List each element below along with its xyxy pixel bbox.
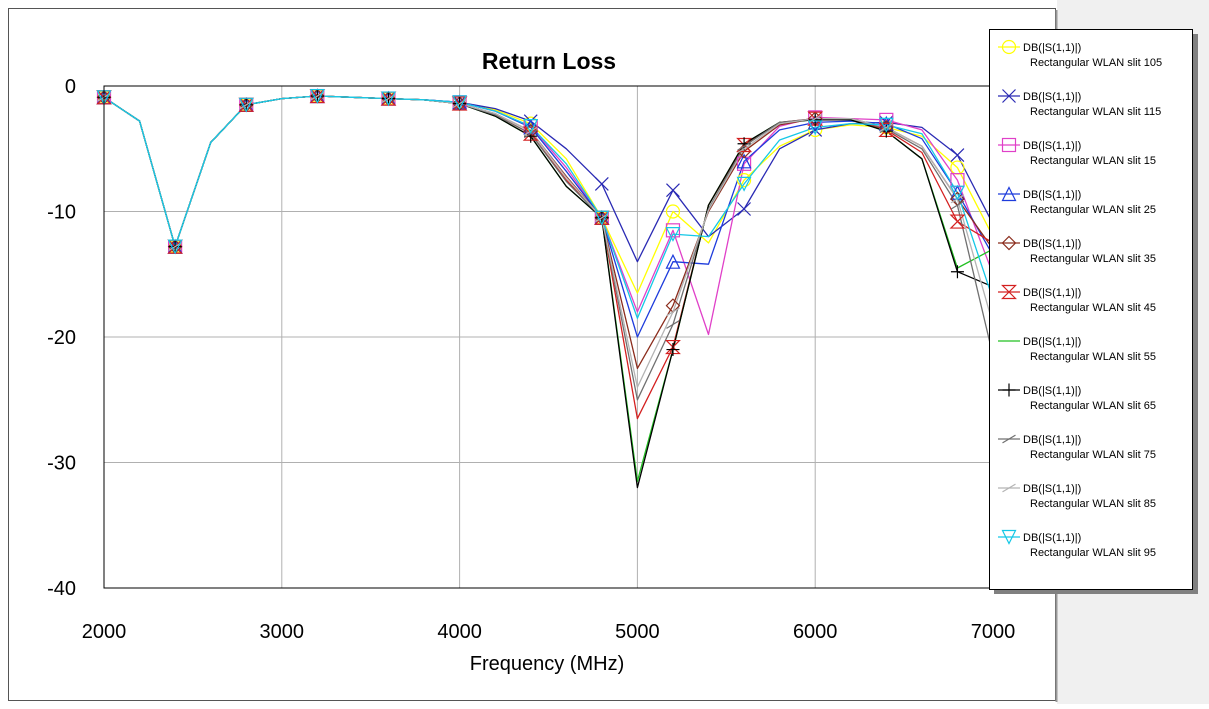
legend-entry-subname-0: Rectangular WLAN slit 105: [1030, 57, 1162, 69]
legend-swatch-marker-10: [1001, 529, 1017, 545]
legend-entry-name-5: DB(|S(1,1)|): [1023, 287, 1081, 299]
series-marker-10-7: [594, 210, 610, 226]
series-marker-1-7: [594, 176, 609, 191]
legend-entry-subname-2: Rectangular WLAN slit 15: [1030, 155, 1156, 167]
y-tick-label-2: -20: [47, 327, 76, 349]
legend-entry-subname-4: Rectangular WLAN slit 35: [1030, 253, 1156, 265]
series-marker-9-9: [737, 144, 751, 154]
legend-swatch-marker-2: [1001, 137, 1017, 153]
legend-entry-name-10: DB(|S(1,1)|): [1023, 532, 1081, 544]
series-marker-10-3: [309, 88, 325, 104]
legend-entry-subname-3: Rectangular WLAN slit 25: [1030, 204, 1156, 216]
series-marker-1-12: [950, 148, 965, 162]
y-tick-label-3: -30: [47, 453, 76, 475]
grid-lines: [104, 86, 993, 588]
x-tick-labels: 2000 3000 4000 5000 6000 7000: [82, 621, 1016, 643]
series-marker-10-11: [878, 117, 894, 133]
legend-entry-name-0: DB(|S(1,1)|): [1023, 42, 1081, 54]
series-marker-10-9: [736, 176, 752, 192]
x-tick-label-2: 4000: [437, 621, 482, 643]
legend-entry-name-9: DB(|S(1,1)|): [1023, 483, 1081, 495]
series-marker-2-8: [665, 223, 681, 238]
legend-entry-subname-5: Rectangular WLAN slit 45: [1030, 302, 1156, 314]
x-tick-label-3: 5000: [615, 621, 660, 643]
series-marker-7-10: [808, 113, 822, 127]
legend-swatch-marker-3: [1001, 186, 1017, 202]
series-marker-10-6: [523, 119, 539, 135]
legend-swatch-marker-1: [1002, 89, 1016, 103]
series-marker-3-9: [736, 153, 752, 169]
series-marker-9-11: [879, 123, 894, 132]
series-marker-9-6: [523, 126, 538, 136]
series-marker-10-5: [452, 95, 468, 111]
x-tick-label-0: 2000: [82, 621, 127, 643]
series-marker-5-12: [949, 214, 966, 229]
series-marker-10-1: [167, 239, 183, 255]
chart-frame: [8, 8, 1056, 701]
legend-entry-subname-1: Rectangular WLAN slit 115: [1030, 106, 1161, 118]
series-marker-8-11: [879, 124, 894, 134]
series-marker-10-2: [238, 97, 254, 113]
legend-entry-name-1: DB(|S(1,1)|): [1023, 91, 1081, 103]
legend-entry-name-6: DB(|S(1,1)|): [1023, 336, 1081, 348]
x-axis-label: Frequency (MHz): [470, 653, 624, 675]
chart-title: Return Loss: [482, 48, 616, 74]
legend-entry-subname-7: Rectangular WLAN slit 65: [1030, 400, 1156, 412]
legend-swatch-marker-4: [1001, 235, 1017, 251]
legend-swatch-marker-8: [1002, 434, 1016, 444]
legend-entry-subname-10: Rectangular WLAN slit 95: [1030, 547, 1156, 559]
series-marker-0-8: [665, 204, 681, 219]
legend-entry-subname-6: Rectangular WLAN slit 55: [1030, 351, 1156, 363]
series-marker-8-8: [666, 320, 680, 329]
series-marker-10-4: [381, 91, 396, 107]
legend-entry-name-4: DB(|S(1,1)|): [1023, 238, 1081, 250]
series-marker-8-9: [737, 141, 751, 151]
legend-entry-name-7: DB(|S(1,1)|): [1023, 385, 1081, 397]
y-tick-label-4: -40: [47, 578, 76, 600]
legend-swatch-marker-7: [1002, 383, 1016, 397]
y-tick-label-1: -10: [47, 202, 76, 224]
x-tick-label-1: 3000: [260, 621, 305, 643]
legend-swatch-marker-5: [1001, 284, 1017, 300]
legend-swatch-marker-9: [1002, 483, 1016, 493]
series-marker-7-12: [950, 265, 964, 279]
legend-entry-subname-9: Rectangular WLAN slit 85: [1030, 498, 1156, 510]
x-tick-label-5: 7000: [971, 621, 1016, 643]
x-tick-label-4: 6000: [793, 621, 838, 643]
series-marker-9-8: [666, 307, 680, 317]
legend-entry-name-2: DB(|S(1,1)|): [1023, 140, 1081, 152]
series-markers: [96, 88, 966, 357]
legend-entry-subname-8: Rectangular WLAN slit 75: [1030, 449, 1156, 461]
y-tick-labels: 0 -10 -20 -30 -40: [47, 76, 76, 600]
legend: DB(|S(1,1)|) Rectangular WLAN slit 105 DB(…: [998, 39, 1162, 559]
legend-box[interactable]: [989, 29, 1193, 590]
series-marker-10-10: [807, 120, 823, 136]
series-marker-0-9: [736, 173, 752, 188]
legend-entry-name-3: DB(|S(1,1)|): [1023, 189, 1081, 201]
series-marker-10-8: [665, 226, 681, 242]
series-marker-3-8: [665, 253, 681, 269]
series-marker-1-9: [737, 202, 752, 216]
series-marker-10-12: [949, 185, 965, 201]
y-tick-label-0: 0: [65, 76, 76, 98]
legend-entry-name-8: DB(|S(1,1)|): [1023, 434, 1081, 446]
series-marker-5-11: [878, 122, 895, 138]
series-marker-8-12: [950, 200, 965, 210]
series-marker-7-8: [666, 343, 680, 357]
legend-swatch-marker-0: [1001, 39, 1017, 55]
series-marker-1-8: [666, 183, 680, 198]
